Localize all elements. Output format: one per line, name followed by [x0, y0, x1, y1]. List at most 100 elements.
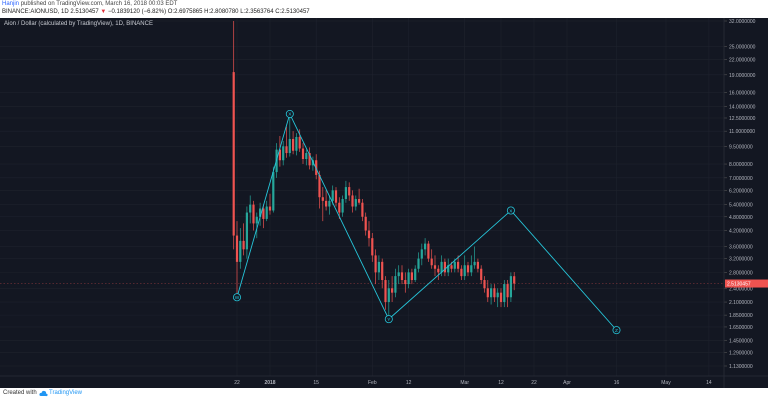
price-axis-label: 5.4000000 [729, 203, 753, 209]
candle-body [496, 292, 499, 298]
price-axis-label: 9.5000000 [729, 144, 753, 150]
candle-body [407, 272, 410, 285]
ohlc-summary: BINANCE:AIONUSD, 1D 2.5130457 ▼ −0.18391… [2, 9, 310, 15]
close-label: C: [275, 9, 282, 15]
price-axis-label: 8.0000000 [729, 162, 753, 168]
time-axis-label: 16 [614, 380, 620, 386]
candle-body [381, 261, 384, 281]
created-with-label: Created with [3, 390, 37, 396]
close-value: 2.5130457 [281, 9, 310, 15]
candle-body [509, 276, 512, 298]
candle-body [328, 200, 331, 207]
candle-body [292, 138, 295, 151]
candle-body [443, 261, 446, 273]
price-axis-label: 1.8500000 [729, 313, 753, 319]
publication-header: Hanjin published on TradingView.com, Mar… [0, 0, 768, 18]
candle-body [367, 230, 371, 239]
candle-body [503, 284, 506, 303]
candle-body [249, 204, 252, 213]
candle-body [298, 136, 301, 149]
time-axis-label: 2018 [264, 380, 275, 386]
candle-body [245, 212, 248, 250]
time-axis-label: 22 [234, 380, 240, 386]
candle-body [262, 208, 265, 219]
price-axis-label: 19.0000000 [729, 73, 756, 79]
candle-body [387, 288, 390, 303]
candle-body [318, 174, 321, 198]
candle-body [334, 190, 338, 203]
wave-point-marker [384, 315, 393, 324]
footer: Created with TradingView [0, 388, 768, 400]
tradingview-cloud-icon [39, 390, 48, 397]
price-axis-label: 4.8000000 [729, 215, 753, 221]
candle-body [470, 265, 473, 273]
candle-body [272, 172, 275, 211]
price-axis-label: 4.2000000 [729, 229, 753, 235]
candle-body [358, 199, 361, 203]
last-price-label: 2.5130457 [727, 282, 751, 288]
candle-body [235, 235, 239, 262]
chart-background [0, 18, 768, 388]
candle-body [447, 265, 450, 273]
chart-title: Aion / Dollar (calculated by TradingView… [4, 21, 153, 27]
time-axis-label: May [661, 380, 671, 386]
price-axis-label: 12.5000000 [729, 116, 756, 122]
candle-body [400, 272, 404, 281]
candle-body [331, 190, 334, 201]
candle-body [486, 288, 489, 298]
candle-body [278, 149, 281, 161]
candle-body [397, 272, 400, 277]
last-price-tag [725, 279, 768, 288]
candle-body [242, 240, 245, 250]
low-label: L: [240, 9, 246, 15]
open-label: O: [167, 9, 175, 15]
candle-body [285, 146, 288, 154]
price-axis-label: 32.0000000 [729, 19, 756, 25]
candle-body [344, 187, 347, 200]
candle-body [476, 261, 479, 269]
price-change: −0.1839120 (−6.82%) [108, 9, 167, 15]
chart-panel[interactable]: 32.0000000 25.0000000 22.0000000 19.0000000… [0, 18, 768, 388]
price-axis-label: 3.2000000 [729, 257, 753, 263]
candle-body [493, 288, 496, 298]
candle-body [457, 261, 460, 269]
candle-body [460, 268, 463, 277]
wave-point-label: X [288, 112, 292, 118]
wave-point-label: Z [615, 328, 618, 334]
candle-body [473, 261, 476, 266]
price-axis-label: 25.0000000 [729, 44, 756, 50]
current-price: 2.5130457 [70, 9, 99, 15]
price-axis-label: 6.2000000 [729, 188, 753, 194]
candle-body [265, 206, 268, 219]
low-value: 2.3563764 [245, 9, 274, 15]
price-axis-label: 14.0000000 [729, 104, 756, 110]
high-label: H: [204, 9, 211, 15]
candle-body [420, 249, 423, 259]
candle-body [288, 138, 291, 154]
candle-body [351, 195, 354, 207]
wave-point-marker [232, 293, 241, 302]
time-axis-label: Apr [563, 380, 571, 386]
candle-body [417, 258, 420, 269]
candle-body [490, 288, 493, 298]
candle-body [433, 265, 437, 269]
price-axis-label: 7.0000000 [729, 176, 753, 182]
tradingview-brand-link[interactable]: TradingView [49, 390, 83, 396]
candle-body [308, 153, 311, 166]
price-axis-label: 2.8000000 [729, 270, 753, 276]
price-axis-label: 3.6000000 [729, 244, 753, 250]
time-axis-label: 15 [313, 380, 319, 386]
wave-point-marker [506, 206, 515, 215]
candle-body [463, 265, 466, 277]
candle-body [232, 72, 235, 236]
candle-body [325, 200, 328, 207]
price-axis-label: 1.2900000 [729, 350, 753, 356]
candle-body [414, 268, 417, 281]
symbol-label: BINANCE:AIONUSD, 1D [2, 9, 69, 15]
candle-body [404, 280, 407, 285]
time-axis-label: Feb [368, 380, 377, 386]
author-link[interactable]: Hanjin [2, 1, 20, 7]
price-chart[interactable]: 32.0000000 25.0000000 22.0000000 19.0000000… [0, 18, 768, 388]
candle-body [466, 265, 470, 273]
candle-body [453, 261, 456, 269]
